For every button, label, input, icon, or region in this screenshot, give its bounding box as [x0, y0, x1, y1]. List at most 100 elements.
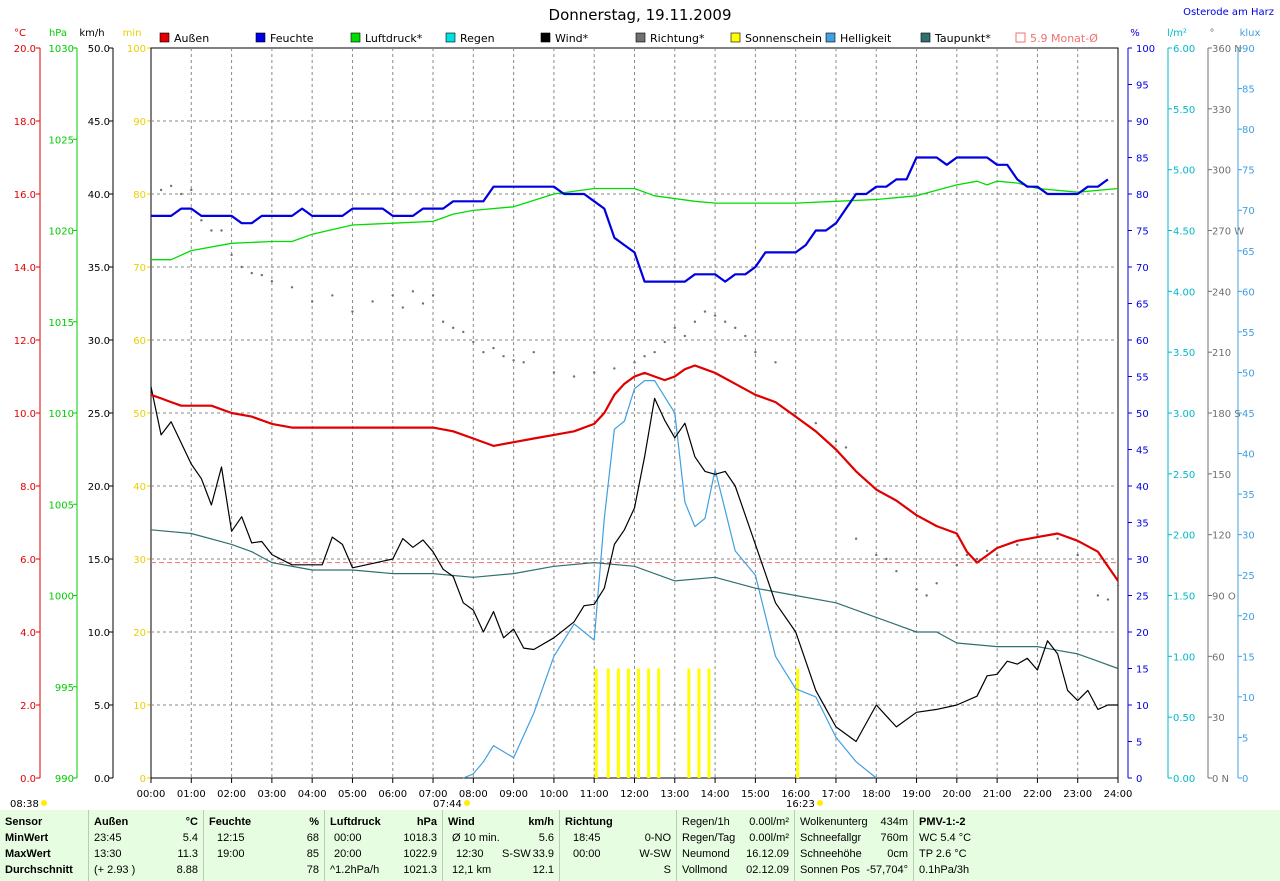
time-tick-label: 08:00: [459, 789, 488, 800]
direction-point: [220, 229, 223, 232]
feuchte-avg-value: 78: [306, 864, 319, 876]
direction-point: [985, 549, 989, 553]
direction-point: [462, 330, 465, 334]
windchill-value: WC 5.4 °C: [919, 832, 972, 844]
direction-point: [1016, 543, 1019, 547]
direction-point: [180, 192, 183, 196]
wind-unit: km/h: [528, 816, 554, 828]
feuchte-min-time: 12:15: [217, 832, 245, 844]
direction-point: [633, 361, 636, 364]
direction-point: [995, 553, 999, 557]
direction-axis-tick-label: 270 W: [1212, 227, 1244, 238]
series-luftdruck: [151, 180, 1119, 261]
direction-point: [1056, 537, 1059, 540]
pressure-axis-tick-label: 990: [55, 774, 74, 785]
humidity-axis-tick-label: 25: [1136, 592, 1149, 603]
sunset-dot: [817, 800, 823, 806]
sensor-row-min: MinWert: [5, 832, 49, 844]
direction-point: [663, 340, 666, 344]
richtung-max-value: W-SW: [639, 848, 671, 860]
time-tick-label: 19:00: [902, 789, 931, 800]
wind-title: Wind: [448, 816, 475, 828]
panel-aussen: Außen °C 23:45 5.4 13:30 11.3 (+ 2.93 ) 8.88: [89, 810, 204, 881]
humidity-axis-tick-label: 5: [1136, 738, 1142, 749]
luftdruck-min-value: 1018.3: [403, 832, 437, 844]
direction-point: [734, 326, 737, 330]
humidity-axis-tick-label: 50: [1136, 409, 1149, 420]
lux-axis-tick-label: 5: [1242, 733, 1248, 744]
pressure-axis-tick-label: 1015: [49, 318, 74, 329]
lux-axis-tick-label: 75: [1242, 166, 1255, 177]
direction-point: [683, 334, 687, 338]
direction-point: [331, 294, 334, 297]
time-tick-label: 23:00: [1063, 789, 1092, 800]
lux-axis-tick-label: 90: [1242, 44, 1255, 55]
wind-max-direction: S-SW: [502, 848, 531, 860]
aussen-trend: (+ 2.93 ): [94, 864, 136, 876]
wind-axis-tick-label: 5.0: [94, 701, 110, 712]
richtung-avg-value: S: [663, 864, 671, 876]
axis-units: °C hPa km/h min% l/m² ° klux: [14, 28, 1260, 39]
direction-point: [895, 569, 898, 573]
lux-axis-tick-label: 30: [1242, 531, 1255, 542]
temp-axis-tick-label: 16.0: [14, 190, 36, 201]
direction-point: [854, 537, 858, 540]
rain-axis-tick-label: 0.50: [1173, 713, 1195, 724]
rain-axis-tick-label: 0.00: [1173, 774, 1195, 785]
wind-axis-tick-label: 30.0: [88, 336, 110, 347]
direction-point: [552, 371, 556, 374]
lux-axis-tick-label: 45: [1242, 409, 1255, 420]
pmv-value: PMV-1:-2: [919, 816, 966, 828]
aussen-max-value: 11.3: [177, 848, 198, 860]
rain-axis-tick-label: 6.00: [1173, 44, 1195, 55]
regen-tag-value: 0.00l/m²: [749, 832, 789, 844]
location-label: Osterode am Harz: [1183, 7, 1274, 18]
taupunkt-value: TP 2.6 °C: [919, 848, 967, 860]
temp-axis-tick-label: 8.0: [20, 482, 36, 493]
temp-axis-tick-label: 18.0: [14, 117, 36, 128]
humidity-axis-tick-label: 45: [1136, 446, 1149, 457]
direction-point: [643, 355, 646, 358]
direction-point: [613, 367, 616, 370]
direction-point: [240, 265, 243, 269]
direction-point: [1106, 598, 1110, 601]
direction-point: [210, 229, 213, 232]
regen-tag-label: Regen/Tag: [682, 832, 736, 844]
aussen-max-time: 13:30: [94, 848, 122, 860]
direction-point: [975, 557, 979, 561]
chart-title: Donnerstag, 19.11.2009: [549, 6, 732, 24]
aussen-title: Außen: [94, 816, 129, 828]
direction-point: [754, 350, 757, 354]
sensor-row-max: MaxWert: [5, 848, 51, 860]
neumond-value: 16.12.09: [746, 848, 789, 860]
rain-axis-tick-label: 3.50: [1173, 348, 1195, 359]
schneehoehe-value: 0cm: [887, 848, 908, 860]
humidity-axis-tick-label: 100: [1136, 44, 1155, 55]
time-tick-label: 01:00: [177, 789, 206, 800]
direction-point: [401, 306, 405, 309]
sun-left-time: 08:38: [10, 799, 39, 810]
time-tick-label: 09:00: [499, 789, 528, 800]
direction-point: [441, 320, 445, 323]
humidity-axis-tick-label: 10: [1136, 701, 1149, 712]
temp-axis-tick-label: 14.0: [14, 263, 36, 274]
direction-axis-tick-label: 240: [1212, 287, 1231, 298]
wind-axis-tick-label: 0.0: [94, 774, 110, 785]
regen-1h-value: 0.00l/m²: [749, 816, 789, 828]
rain-axis-tick-label: 1.50: [1173, 592, 1195, 603]
temp-axis-tick-label: 0.0: [20, 774, 36, 785]
rain-axis-tick-label: 5.00: [1173, 166, 1195, 177]
sun-axis-tick-label: 50: [133, 409, 146, 420]
aussen-min-value: 5.4: [182, 832, 198, 844]
temp-unit: °C: [14, 28, 26, 39]
right-axes: 0510152025303540455055606570758085909510…: [1127, 44, 1255, 785]
lux-axis-tick-label: 85: [1242, 85, 1255, 96]
luftdruck-max-time: 20:00: [334, 848, 362, 860]
sun-axis-tick-label: 90: [133, 117, 146, 128]
aussen-avg-value: 8.88: [176, 864, 198, 876]
direction-point: [190, 188, 193, 192]
time-tick-label: 20:00: [942, 789, 971, 800]
direction-axis-tick-label: 330: [1212, 105, 1231, 116]
sun-axis-tick-label: 100: [127, 44, 146, 55]
direction-point: [472, 340, 475, 344]
